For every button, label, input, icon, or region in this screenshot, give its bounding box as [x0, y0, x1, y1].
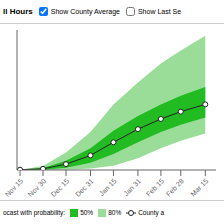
html-text:Show Last Se: Show Last Se [137, 8, 182, 15]
html-text:ll Hours: ll Hours [3, 7, 33, 16]
html-text:Show County Average: Show County Average [50, 8, 120, 15]
svg-text:Nov 30: Nov 30 [27, 177, 48, 198]
html-text:50%: 50% [80, 209, 94, 216]
svg-text:Nov 15: Nov 15 [8, 177, 24, 198]
html-text:ocast with probability:: ocast with probability: [3, 209, 66, 216]
svg-text:Mar 15: Mar 15 [189, 177, 209, 197]
svg-text:Dec 31: Dec 31 [74, 177, 95, 198]
svg-text:Feb 28: Feb 28 [165, 177, 185, 197]
svg-text:Dec 15: Dec 15 [50, 177, 71, 198]
html-text:80%: 80% [108, 209, 122, 216]
svg-text:Jan 31: Jan 31 [122, 177, 142, 197]
svg-text:Jan 15: Jan 15 [98, 177, 118, 197]
html-text:County a: County a [138, 209, 165, 216]
svg-text:Feb 15: Feb 15 [145, 177, 165, 197]
